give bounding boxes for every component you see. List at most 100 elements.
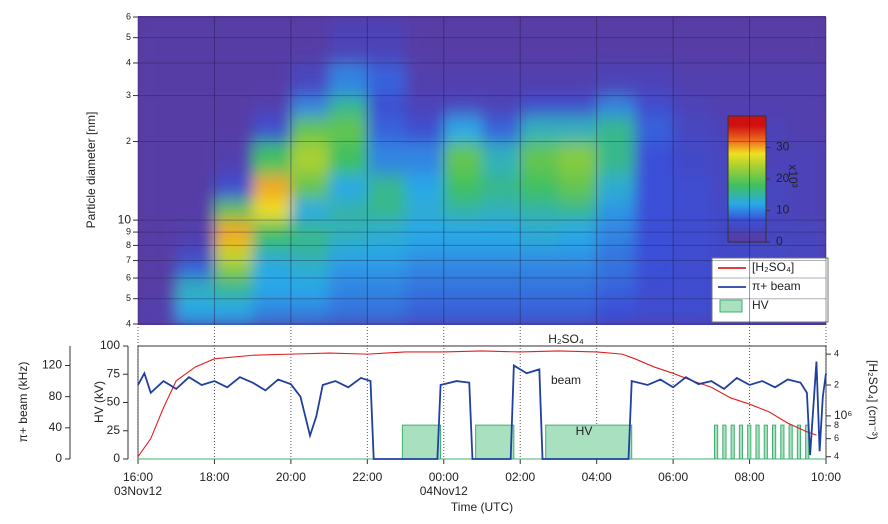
- heatmap-cell: [520, 199, 559, 221]
- x-tick-label: 22:00: [352, 470, 382, 484]
- heatmap-cell: [405, 298, 445, 325]
- heatmap-cell: [290, 174, 330, 200]
- heatmap-cell: [214, 174, 254, 200]
- heatmap-cell: [558, 220, 598, 246]
- y-axis-title: Particle diameter [nm]: [84, 112, 98, 229]
- heatmap-cell: [634, 260, 674, 279]
- h2so4-tick-label: 8: [834, 420, 839, 430]
- heatmap-cell: [673, 17, 712, 64]
- heatmap-cell: [520, 141, 559, 175]
- heatmap-cell: [329, 95, 368, 117]
- series-line: [137, 350, 817, 458]
- heatmap-cell: [558, 199, 598, 221]
- heatmap-cell: [443, 220, 483, 246]
- heatmap-cell: [673, 141, 712, 175]
- heatmap-cell: [596, 298, 636, 325]
- heatmap-cell: [290, 116, 330, 143]
- legend-label: [H₂SO₄]: [752, 260, 794, 274]
- annotation: H₂SO₄: [548, 332, 584, 346]
- heatmap-cell: [176, 174, 215, 200]
- heatmap-cell: [405, 17, 445, 64]
- heatmap-cell: [252, 174, 292, 200]
- heatmap-cell: [558, 278, 598, 300]
- heatmap-cell: [176, 220, 215, 246]
- heatmap-cell: [367, 116, 407, 143]
- heatmap-cell: [252, 62, 292, 97]
- heatmap-cell: [138, 116, 177, 143]
- hv-tick-label: 50: [107, 395, 121, 409]
- heatmap-cell: [176, 199, 215, 221]
- heatmap-cell: [138, 62, 177, 97]
- heatmap-cell: [405, 260, 445, 279]
- heatmap-cell: [634, 278, 674, 300]
- y-tick-label: 8: [126, 240, 131, 250]
- heatmap-cell: [367, 298, 407, 325]
- x-tick-label: 18:00: [199, 470, 229, 484]
- heatmap-cell: [558, 116, 598, 143]
- heatmap-cell: [520, 245, 559, 262]
- beam-tick-label: 40: [49, 420, 63, 434]
- heatmap-cell: [290, 245, 330, 262]
- heatmap-cell: [214, 260, 254, 279]
- heatmap-cell: [482, 62, 521, 97]
- x-tick-label: 08:00: [735, 470, 765, 484]
- heatmap-cell: [214, 116, 254, 143]
- heatmap-cell: [596, 245, 636, 262]
- y-tick-label: 7: [126, 255, 131, 265]
- heatmap-cell: [214, 298, 254, 325]
- h2so4-axis-title: [H₂SO₄] (cm⁻³): [866, 360, 880, 440]
- heatmap-cell: [596, 260, 636, 279]
- heatmap-cell: [367, 199, 407, 221]
- heatmap-cell: [252, 245, 292, 262]
- heatmap-cell: [673, 116, 712, 143]
- colorbar: [727, 115, 767, 243]
- heatmap-cell: [176, 141, 215, 175]
- heatmap-cell: [329, 62, 368, 97]
- heatmap-cell: [787, 245, 826, 262]
- x-tick-label: 02:00: [505, 470, 535, 484]
- heatmap-cell: [787, 95, 826, 117]
- heatmap-cell: [482, 199, 521, 221]
- heatmap-cell: [367, 220, 407, 246]
- heatmap-cell: [673, 62, 712, 97]
- heatmap-cell: [252, 278, 292, 300]
- x-tick-label: 04:00: [582, 470, 612, 484]
- heatmap-cell: [749, 95, 789, 117]
- x-tick-label: 16:00: [123, 470, 153, 484]
- heatmap-cell: [673, 174, 712, 200]
- heatmap-cell: [405, 95, 445, 117]
- heatmap-cell: [520, 278, 559, 300]
- heatmap-cell: [596, 17, 636, 64]
- beam-tick-label: 80: [49, 389, 63, 403]
- heatmap-cell: [443, 141, 483, 175]
- heatmap-cell: [558, 245, 598, 262]
- heatmap-cell: [787, 220, 826, 246]
- colorbar-tick-label: 30: [776, 140, 790, 154]
- heatmap-cell: [673, 298, 712, 325]
- heatmap-cell: [634, 245, 674, 262]
- heatmap-cell: [558, 260, 598, 279]
- heatmap-cell: [252, 220, 292, 246]
- legend-label: HV: [752, 298, 769, 312]
- heatmap-cell: [329, 174, 368, 200]
- heatmap-cell: [176, 278, 215, 300]
- heatmap-cell: [749, 245, 789, 262]
- heatmap-cell: [214, 95, 254, 117]
- heatmap-cell: [634, 95, 674, 117]
- y-tick-label: 2: [126, 136, 131, 146]
- hv-tick-label: 25: [107, 423, 121, 437]
- heatmap-cell: [367, 245, 407, 262]
- beam-tick-label: 0: [55, 451, 62, 465]
- heatmap-cell: [405, 141, 445, 175]
- heatmap-cell: [482, 141, 521, 175]
- heatmap-cell: [329, 245, 368, 262]
- annotation: HV: [576, 424, 593, 438]
- heatmap-cell: [634, 220, 674, 246]
- heatmap-cell: [520, 174, 559, 200]
- heatmap-cell: [520, 17, 559, 64]
- heatmap-cell: [558, 298, 598, 325]
- heatmap-cell: [558, 174, 598, 200]
- heatmap-cell: [290, 17, 330, 64]
- heatmap-cell: [520, 260, 559, 279]
